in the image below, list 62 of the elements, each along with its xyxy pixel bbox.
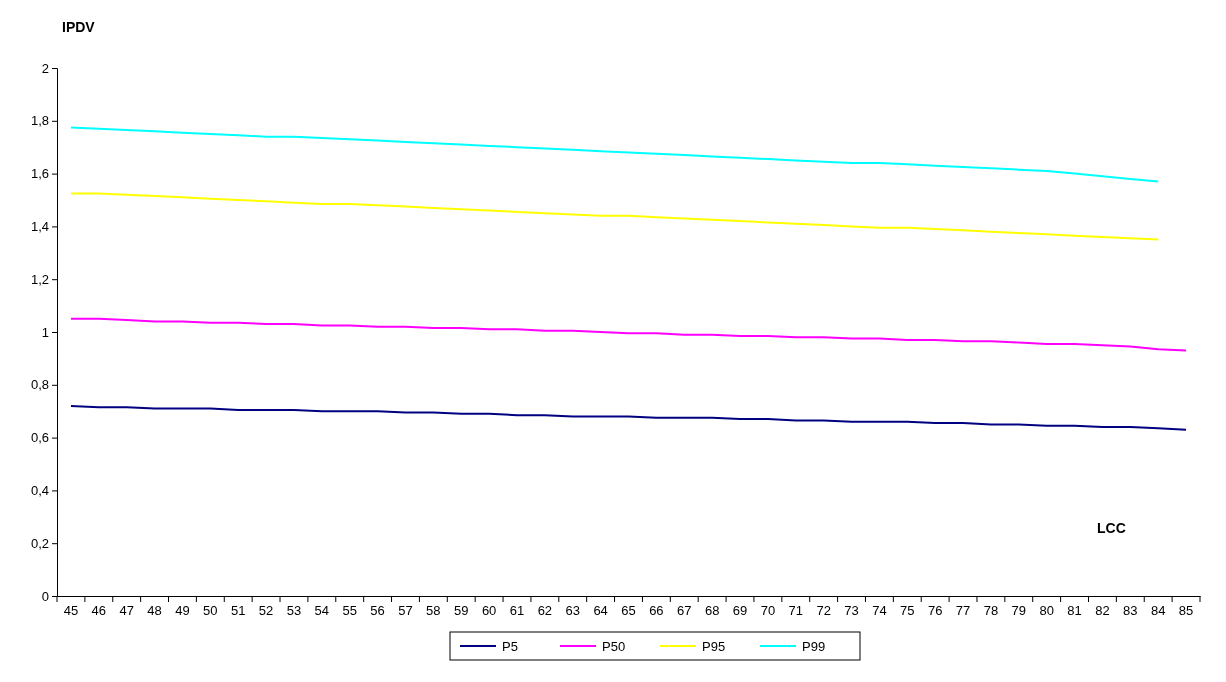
x-tick-label: 62 (537, 602, 553, 618)
x-tick-label: 46 (91, 602, 107, 618)
legend-label: P99 (802, 639, 826, 654)
x-tick-label: 55 (342, 602, 357, 618)
x-tick-label: 63 (565, 602, 580, 618)
legend-label: P95 (702, 639, 726, 654)
x-tick-label: 48 (147, 602, 162, 618)
y-tick-label: 1,2 (30, 271, 49, 287)
y-axis-title: IPDV (62, 19, 96, 35)
x-tick-label: 72 (816, 602, 831, 618)
x-tick-label: 66 (649, 602, 664, 618)
y-tick-label: 1,8 (30, 113, 49, 129)
x-tick-label: 51 (230, 602, 246, 618)
y-tick-label: 1 (41, 324, 49, 340)
x-tick-label: 53 (286, 602, 302, 618)
x-tick-label: 70 (760, 602, 776, 618)
x-tick-label: 85 (1178, 602, 1194, 618)
x-tick-label: 71 (788, 602, 803, 618)
x-tick-label: 74 (872, 602, 887, 618)
y-tick-label: 1,6 (30, 166, 49, 182)
x-tick-label: 78 (983, 602, 999, 618)
x-tick-label: 76 (927, 602, 943, 618)
x-tick-label: 68 (704, 602, 720, 618)
x-tick-label: 69 (732, 602, 748, 618)
y-tick-label: 1,4 (30, 219, 49, 235)
x-tick-label: 60 (481, 602, 497, 618)
x-tick-label: 75 (900, 602, 915, 618)
x-tick-label: 82 (1095, 602, 1110, 618)
y-tick-label: 0 (41, 588, 49, 604)
x-tick-label: 47 (119, 602, 134, 618)
x-tick-label: 52 (258, 602, 274, 618)
x-tick-label: 61 (509, 602, 525, 618)
x-tick-label: 49 (175, 602, 190, 618)
legend-label: P5 (502, 639, 518, 654)
line-series (69, 317, 1188, 352)
x-tick-label: 50 (203, 602, 218, 618)
line-series (69, 126, 1160, 183)
x-tick-label: 83 (1123, 602, 1138, 618)
x-tick-label: 84 (1150, 602, 1166, 618)
legend-label: P50 (602, 639, 626, 654)
x-axis-title: LCC (1097, 520, 1126, 536)
x-tick-label: 54 (314, 602, 330, 618)
y-tick-label: 2 (41, 60, 49, 76)
x-tick-label: 64 (593, 602, 608, 618)
x-tick-label: 79 (1011, 602, 1027, 618)
x-tick-label: 45 (63, 602, 79, 618)
x-tick-label: 59 (454, 602, 469, 618)
y-tick-label: 0,6 (30, 430, 49, 446)
x-tick-label: 56 (370, 602, 385, 618)
x-tick-label: 58 (426, 602, 441, 618)
line-series (69, 192, 1160, 241)
x-tick-label: 81 (1067, 602, 1082, 618)
x-tick-label: 80 (1039, 602, 1054, 618)
line-series (69, 404, 1188, 431)
x-tick-label: 73 (844, 602, 859, 618)
x-tick-label: 77 (955, 602, 971, 618)
x-tick-label: 65 (621, 602, 636, 618)
y-tick-label: 0,4 (30, 483, 49, 499)
y-tick-label: 0,2 (30, 535, 49, 551)
x-tick-label: 57 (398, 602, 413, 618)
y-tick-label: 0,8 (30, 377, 49, 393)
x-tick-label: 67 (677, 602, 692, 618)
